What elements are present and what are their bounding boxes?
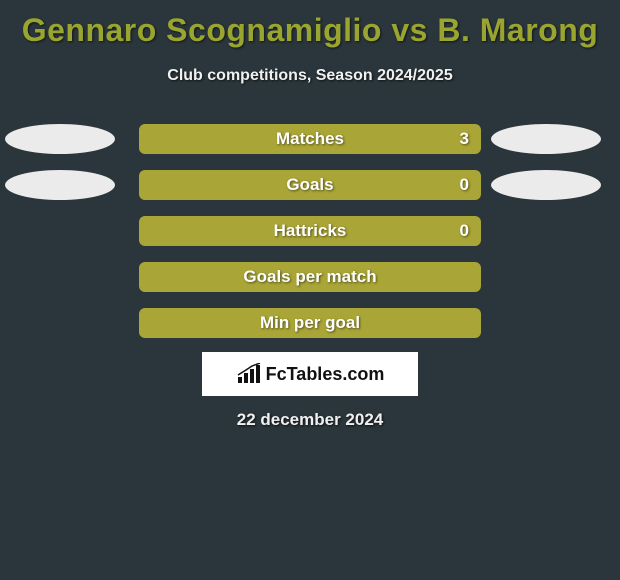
stat-label: Hattricks xyxy=(274,221,347,241)
logo-text: FcTables.com xyxy=(266,364,385,385)
page-title: Gennaro Scognamiglio vs B. Marong xyxy=(0,0,620,49)
right-stat-ellipse xyxy=(491,124,601,154)
right-stat-ellipse xyxy=(491,170,601,200)
stat-label: Goals xyxy=(286,175,333,195)
stat-label: Goals per match xyxy=(243,267,376,287)
stat-row: Min per goal xyxy=(0,304,620,350)
stat-bar: Matches 3 xyxy=(139,124,481,154)
stat-bar: Hattricks 0 xyxy=(139,216,481,246)
stat-row: Goals 0 xyxy=(0,166,620,212)
left-stat-ellipse xyxy=(5,124,115,154)
stat-bar: Min per goal xyxy=(139,308,481,338)
logo-box: FcTables.com xyxy=(202,352,418,396)
stat-bar: Goals 0 xyxy=(139,170,481,200)
stat-row: Hattricks 0 xyxy=(0,212,620,258)
stat-row: Goals per match xyxy=(0,258,620,304)
stat-label: Matches xyxy=(276,129,344,149)
subtitle: Club competitions, Season 2024/2025 xyxy=(0,67,620,85)
stats-container: Matches 3 Goals 0 Hattricks 0 Goals per … xyxy=(0,120,620,350)
stat-bar: Goals per match xyxy=(139,262,481,292)
left-stat-ellipse xyxy=(5,170,115,200)
stat-value: 0 xyxy=(460,175,469,195)
stat-value: 0 xyxy=(460,221,469,241)
bar-chart-icon xyxy=(236,363,262,385)
stat-value: 3 xyxy=(460,129,469,149)
stat-row: Matches 3 xyxy=(0,120,620,166)
date-text: 22 december 2024 xyxy=(0,410,620,430)
stat-label: Min per goal xyxy=(260,313,360,333)
